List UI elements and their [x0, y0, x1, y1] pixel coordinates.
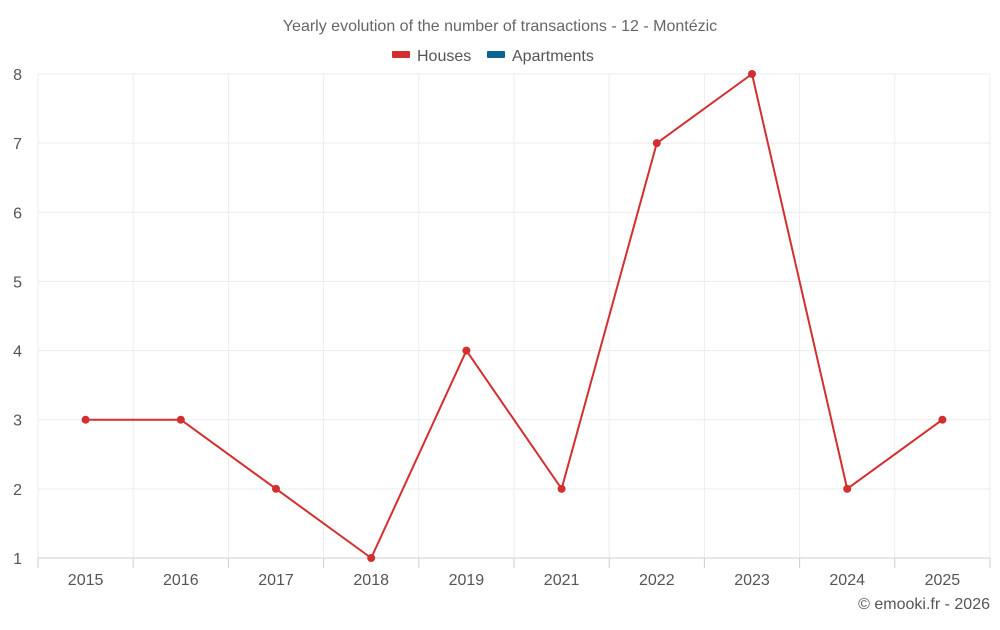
- y-tick-label: 6: [13, 205, 22, 222]
- x-tick-label: 2015: [68, 572, 104, 589]
- y-tick-label: 4: [13, 344, 22, 361]
- data-point-houses-2018[interactable]: [367, 554, 376, 562]
- series-layer: [81, 70, 947, 562]
- legend-label-houses: Houses: [417, 48, 471, 65]
- legend-item-houses[interactable]: Houses: [392, 48, 471, 65]
- data-point-houses-2016[interactable]: [176, 415, 185, 424]
- x-tick-label: 2021: [544, 572, 580, 589]
- series-line-houses: [84, 73, 944, 559]
- legend-label-apartments: Apartments: [512, 48, 594, 65]
- chart-axes: 1 2 3 4 5 6 7 8 2015 2016 2017 2018 2019 2021 2022 2023…: [13, 67, 991, 589]
- x-tick-label: 2025: [925, 572, 961, 589]
- legend: Houses Apartments: [392, 48, 594, 65]
- x-tick-label: 2024: [829, 572, 865, 589]
- data-point-houses-2024[interactable]: [843, 484, 852, 493]
- y-tick-label: 7: [13, 136, 22, 153]
- x-tick-label: 2017: [258, 572, 294, 589]
- x-tick-label: 2016: [163, 572, 199, 589]
- y-tick-label: 5: [13, 274, 22, 291]
- x-tick-label: 2022: [639, 572, 675, 589]
- y-tick-label: 2: [13, 482, 22, 499]
- legend-swatch-houses: [392, 51, 410, 58]
- chart-title: Yearly evolution of the number of transa…: [283, 18, 717, 35]
- data-point-houses-2022[interactable]: [652, 139, 661, 148]
- x-tick-label: 2023: [734, 572, 770, 589]
- chart-grid: [37, 73, 991, 559]
- data-point-houses-2017[interactable]: [272, 484, 280, 493]
- data-point-houses-2025[interactable]: [938, 415, 947, 424]
- y-tick-label: 3: [13, 413, 22, 430]
- y-tick-label: 8: [13, 67, 22, 84]
- x-tick-label: 2018: [353, 572, 389, 589]
- legend-swatch-apartments: [487, 51, 505, 58]
- x-tick-label: 2019: [449, 572, 485, 589]
- y-tick-label: 1: [13, 551, 22, 568]
- credit-text: © emooki.fr - 2026: [858, 596, 990, 613]
- data-point-houses-2021[interactable]: [557, 484, 566, 493]
- data-point-houses-2015[interactable]: [81, 415, 90, 424]
- legend-item-apartments[interactable]: Apartments: [487, 48, 594, 65]
- data-point-houses-2019[interactable]: [462, 346, 471, 355]
- data-point-houses-2023[interactable]: [748, 70, 756, 78]
